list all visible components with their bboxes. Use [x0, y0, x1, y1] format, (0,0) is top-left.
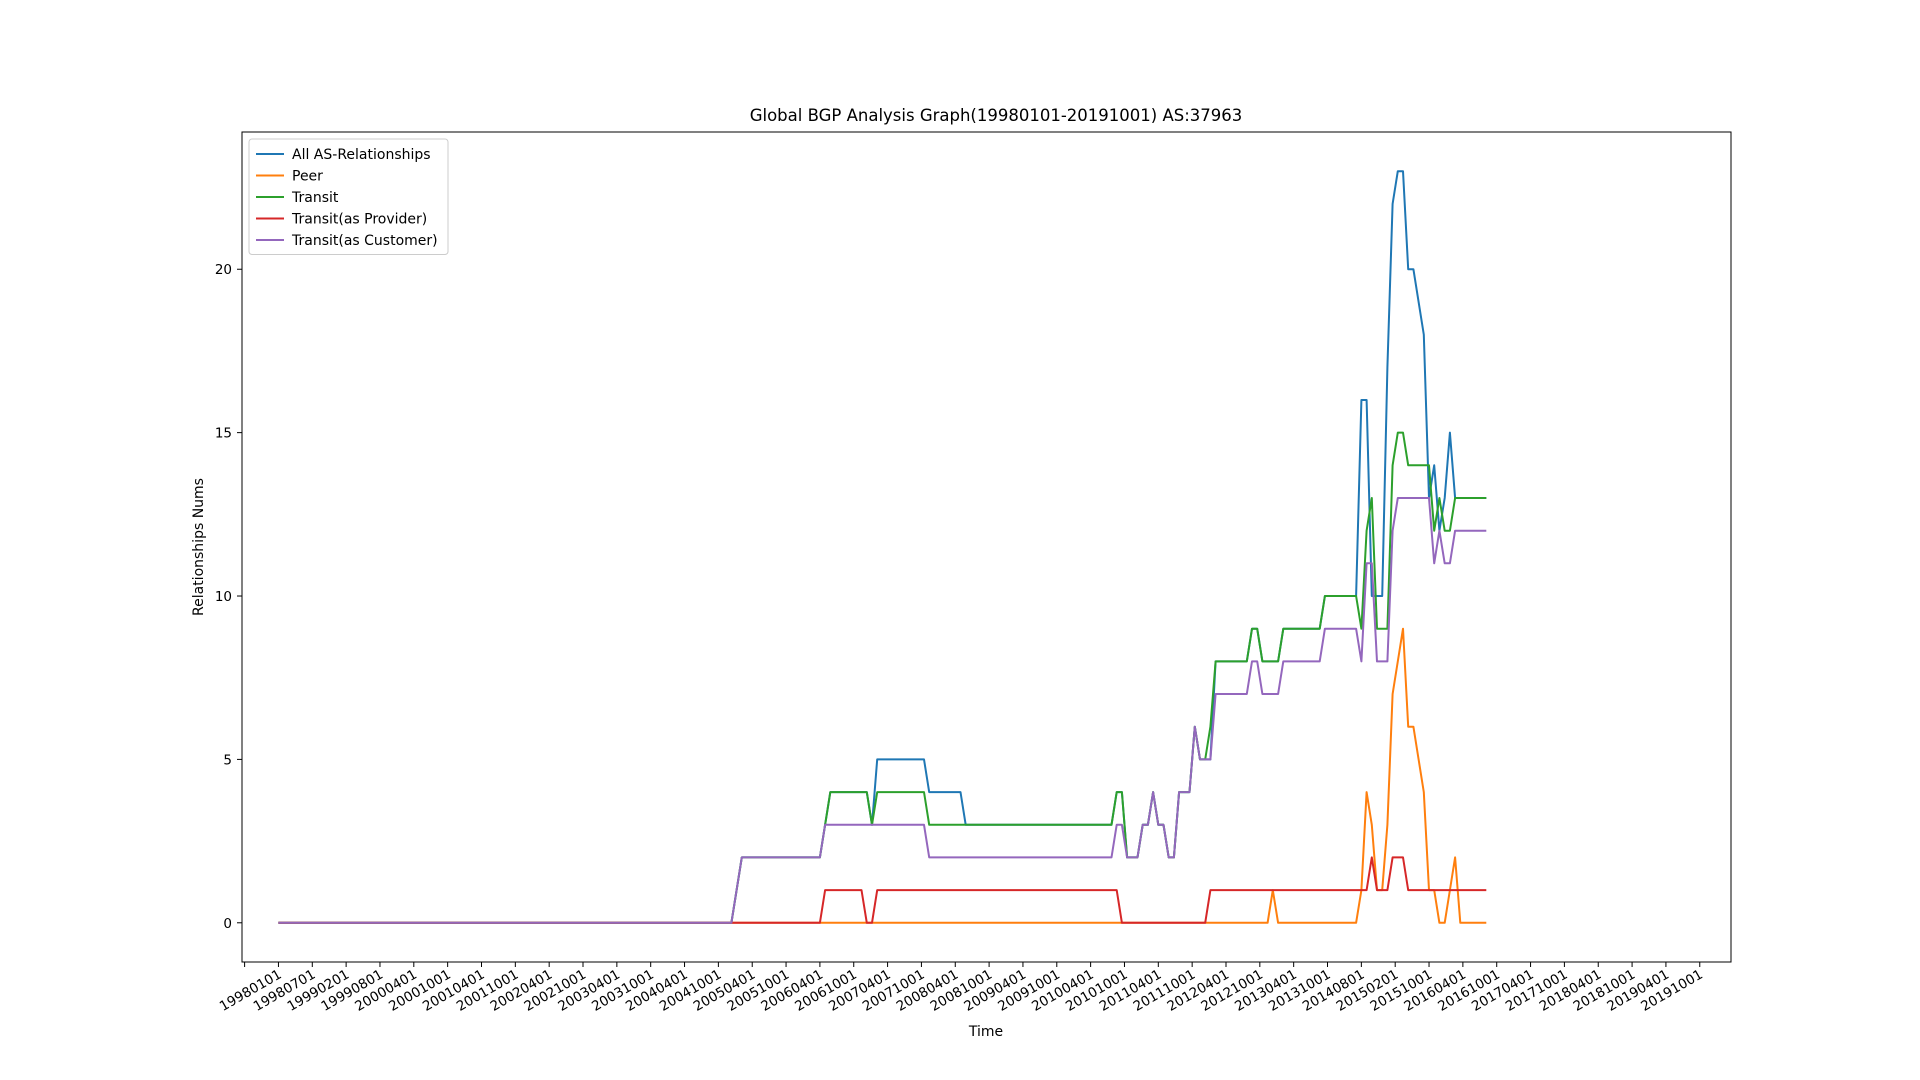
series-line-4 — [278, 497, 1487, 924]
y-tick-label: 0 — [223, 916, 232, 932]
y-tick-label: 15 — [215, 426, 232, 442]
plot-frame — [241, 131, 1732, 963]
y-tick-label: 10 — [215, 589, 232, 605]
x-axis-label: Time — [968, 1024, 1003, 1040]
x-axis: 1998010119980701199902011999080120000401… — [217, 962, 1706, 1015]
series-line-2 — [278, 431, 1487, 924]
y-axis-label: Relationships Nums — [191, 478, 207, 616]
legend-box — [248, 138, 449, 255]
legend-entry: All AS-Relationships — [292, 147, 431, 163]
y-axis: 0 5 10 15 20 — [215, 262, 242, 932]
y-tick-label: 5 — [223, 752, 232, 768]
legend-entry: Transit(as Provider) — [291, 212, 427, 228]
chart-title: Global BGP Analysis Graph(19980101-20191… — [750, 106, 1243, 125]
legend-entry: Transit — [291, 190, 339, 206]
series-layer — [278, 170, 1487, 924]
legend-entry: Peer — [292, 169, 323, 185]
legend-entry: Transit(as Customer) — [291, 233, 438, 249]
series-line-1 — [278, 627, 1487, 924]
series-line-3 — [278, 856, 1487, 924]
legend: All AS-Relationships Peer Transit Transit(a… — [248, 138, 449, 255]
series-line-0 — [278, 170, 1487, 924]
y-tick-label: 20 — [215, 262, 232, 278]
